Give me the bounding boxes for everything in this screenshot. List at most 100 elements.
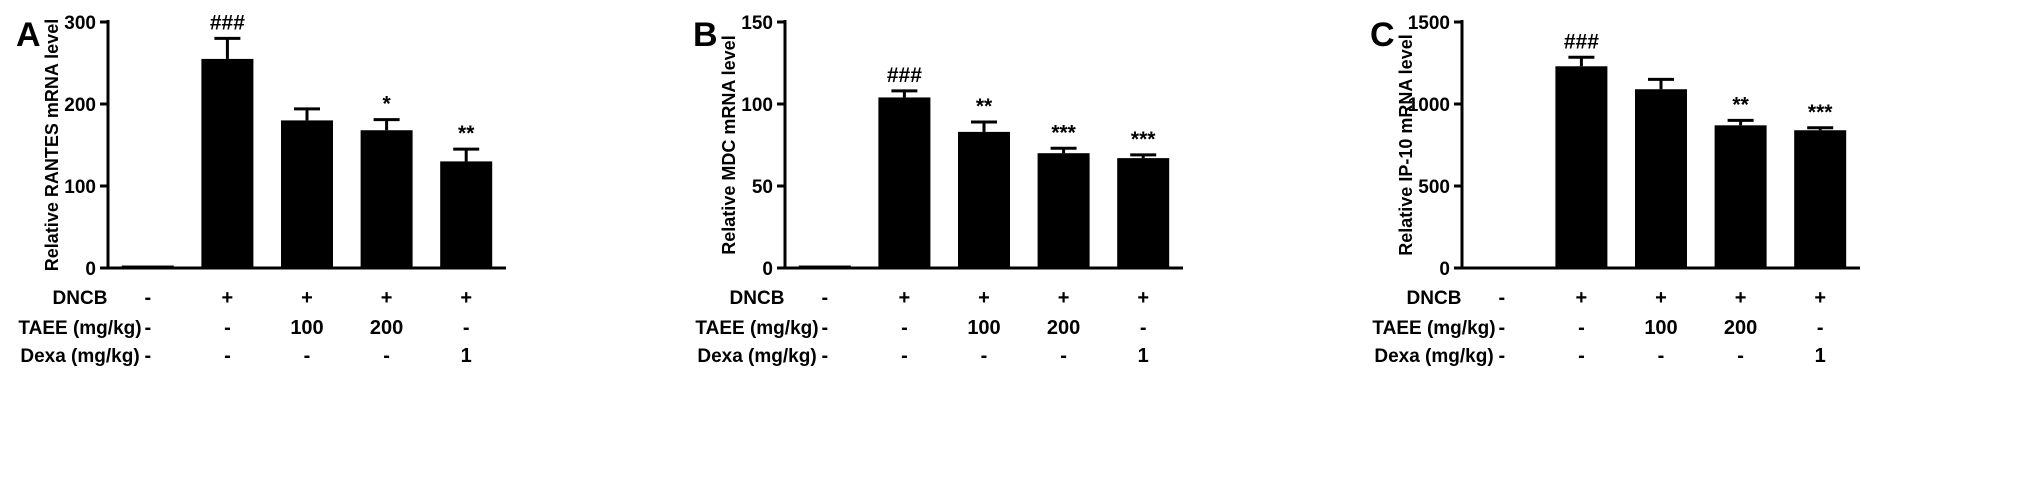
treatment-row-label: DNCB	[1407, 288, 1462, 309]
treatment-value: 1	[461, 345, 472, 367]
bar	[440, 161, 493, 268]
bar	[958, 131, 1010, 268]
y-axis-label: Relative IP-10 mRNA level	[1396, 34, 1416, 255]
treatment-row-label: Dexa (mg/kg)	[1374, 346, 1493, 367]
treatment-row-label: TAEE (mg/kg)	[695, 318, 818, 339]
treatment-value: -	[144, 345, 151, 367]
significance-label: ***	[1808, 101, 1833, 124]
panel-letter-C: C	[1370, 16, 1395, 54]
panel-letter-A: A	[16, 16, 41, 54]
treatment-value: -	[1498, 287, 1505, 309]
treatment-value: -	[1817, 317, 1824, 339]
treatment-value: -	[1060, 345, 1067, 367]
treatment-value: -	[901, 317, 908, 339]
bar	[1037, 153, 1090, 268]
treatment-row-label: DNCB	[53, 288, 108, 309]
treatment-value: -	[1658, 345, 1665, 367]
treatment-value: -	[821, 317, 828, 339]
treatment-value: -	[304, 345, 311, 367]
bar	[878, 97, 931, 268]
treatment-value: 100	[1644, 317, 1677, 339]
treatment-value: 1	[1815, 345, 1826, 367]
significance-label: ***	[1131, 128, 1156, 151]
bar	[201, 58, 254, 269]
bar	[1714, 125, 1767, 268]
treatment-value: 1	[1138, 345, 1149, 367]
treatment-value: +	[1576, 287, 1588, 309]
treatment-value: +	[1655, 287, 1667, 309]
bar	[121, 265, 174, 268]
treatment-value: +	[899, 287, 911, 309]
panel-letter-B: B	[693, 16, 718, 54]
treatment-value: -	[1578, 345, 1585, 367]
bar	[1117, 158, 1170, 268]
y-tick-label: 300	[64, 13, 96, 34]
panel-B: B Relative MDC mRNA level 0 50 100 150 ### ** **…	[677, 0, 1354, 482]
y-tick-label: 100	[741, 95, 773, 116]
y-tick-label: 200	[64, 95, 96, 116]
treatment-value: -	[383, 345, 390, 367]
treatment-value: -	[224, 345, 231, 367]
treatment-value: +	[381, 287, 393, 309]
treatment-row-label: Dexa (mg/kg)	[20, 346, 139, 367]
bar	[360, 130, 413, 268]
treatment-value: -	[1140, 317, 1147, 339]
panel-A: A Relative RANTES mRNA level 0 100 200 300 ###…	[0, 0, 677, 482]
significance-label: ###	[887, 64, 922, 87]
treatment-value: +	[1735, 287, 1747, 309]
bar	[1794, 130, 1847, 268]
bar	[798, 265, 851, 268]
treatment-row-label: TAEE (mg/kg)	[1372, 318, 1495, 339]
y-tick-label: 50	[752, 177, 773, 198]
treatment-value: 100	[967, 317, 1000, 339]
treatment-value: +	[978, 287, 990, 309]
y-tick-label: 0	[85, 259, 96, 280]
y-tick-label: 0	[762, 259, 773, 280]
significance-label: **	[1732, 93, 1749, 116]
treatment-value: +	[1058, 287, 1070, 309]
y-tick-label: 1500	[1408, 13, 1450, 34]
treatment-value: -	[821, 345, 828, 367]
y-tick-label: 0	[1439, 259, 1450, 280]
treatment-value: -	[901, 345, 908, 367]
chart-A: A Relative RANTES mRNA level 0 100 200 300 ###…	[16, 11, 506, 367]
y-axis-label: Relative RANTES mRNA level	[42, 19, 62, 271]
y-tick-label: 150	[741, 13, 773, 34]
treatment-value: 200	[370, 317, 403, 339]
bar	[1635, 89, 1687, 269]
treatment-value: -	[463, 317, 470, 339]
significance-label: **	[976, 95, 993, 118]
significance-label: ***	[1051, 121, 1076, 144]
treatment-value: +	[1814, 287, 1826, 309]
y-tick-label: 500	[1418, 177, 1450, 198]
treatment-value: -	[224, 317, 231, 339]
treatment-value: -	[144, 287, 151, 309]
y-tick-label: 100	[64, 177, 96, 198]
treatment-value: -	[144, 317, 151, 339]
treatment-value: -	[1737, 345, 1744, 367]
chart-C: C Relative IP-10 mRNA level 0 500 1000 1500 ##…	[1370, 13, 1860, 367]
treatment-value: 200	[1724, 317, 1757, 339]
y-axis-label: Relative MDC mRNA level	[719, 35, 739, 254]
significance-label: ###	[210, 11, 245, 34]
treatment-value: +	[222, 287, 234, 309]
bar	[1475, 266, 1528, 269]
y-tick-label: 1000	[1408, 95, 1450, 116]
bar	[1555, 66, 1608, 268]
treatment-value: +	[1137, 287, 1149, 309]
treatment-value: -	[821, 287, 828, 309]
treatment-row-label: TAEE (mg/kg)	[18, 318, 141, 339]
treatment-value: +	[301, 287, 313, 309]
treatment-row-label: DNCB	[730, 288, 785, 309]
treatment-value: 100	[290, 317, 323, 339]
treatment-value: -	[1578, 317, 1585, 339]
significance-label: *	[383, 93, 392, 116]
significance-label: ###	[1564, 30, 1599, 53]
panel-C: C Relative IP-10 mRNA level 0 500 1000 1500 ##…	[1354, 0, 2031, 482]
significance-label: **	[458, 122, 475, 145]
bar	[281, 120, 333, 269]
treatment-value: -	[981, 345, 988, 367]
